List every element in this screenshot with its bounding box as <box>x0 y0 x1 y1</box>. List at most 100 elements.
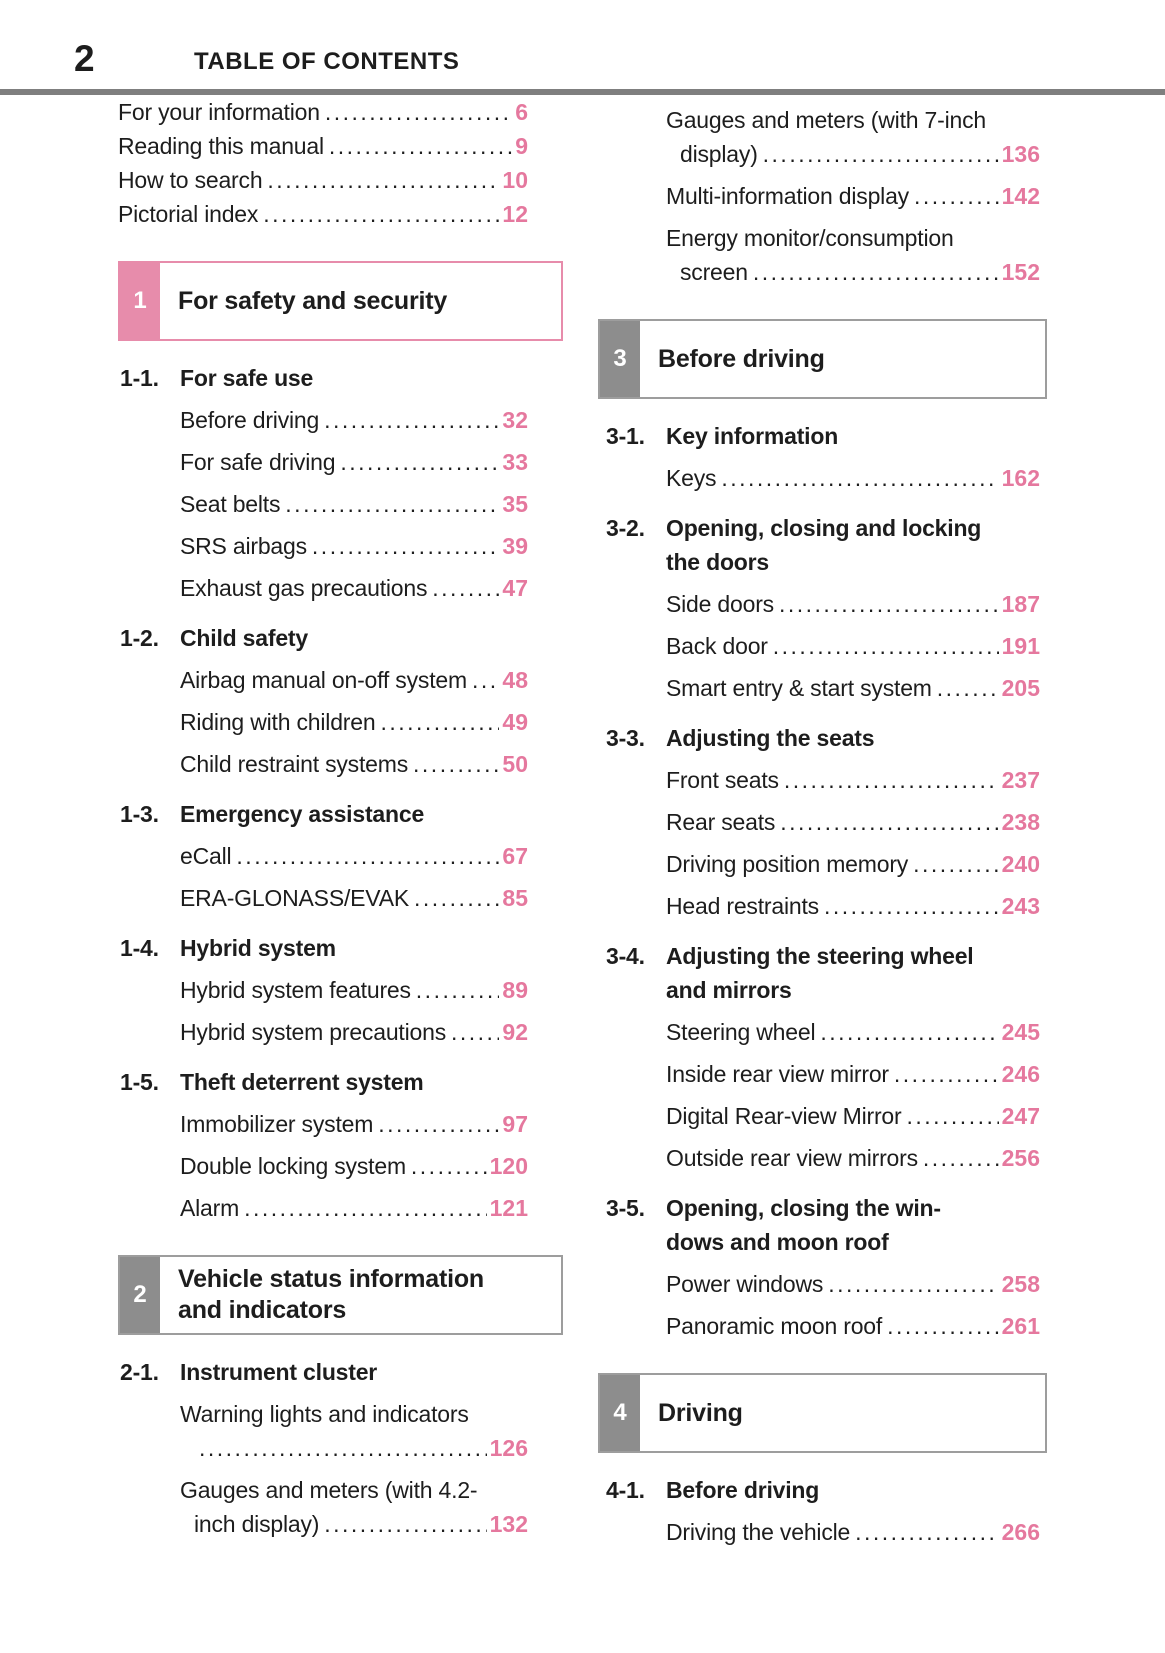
leader-dots <box>378 1107 499 1141</box>
entry-page-number: 92 <box>502 1019 528 1045</box>
chapter-number: 4 <box>600 1375 640 1451</box>
entry-text: Hybrid system precautions <box>180 1019 446 1045</box>
toc-entry: Back door 191 <box>604 629 1040 663</box>
entry-text: Before driving <box>180 407 320 433</box>
entry-text: Multi-information display <box>666 183 909 209</box>
toc-line: Energy monitor/consumption <box>666 221 1040 255</box>
section-heading: 1-4. Hybrid system <box>118 931 528 965</box>
page-title: TABLE OF CONTENTS <box>194 48 460 75</box>
section-title-line: Before driving <box>666 1477 820 1503</box>
entry-text: Child restraint systems <box>180 751 409 777</box>
toc-entry: For safe driving 33 <box>118 445 528 479</box>
toc-line: inch display) 132 <box>180 1507 528 1541</box>
section-title: Child safety <box>180 621 528 655</box>
section-label: 3-5. <box>606 1195 645 1221</box>
toc-line: eCall 67 <box>180 839 528 873</box>
entry-text: Alarm <box>180 1195 240 1221</box>
entry-page-number: 266 <box>1001 1519 1040 1545</box>
chapter-box: 2 Vehicle status information and indicator… <box>118 1255 563 1335</box>
section-label: 1-1. <box>120 365 159 391</box>
entry-page-number: 67 <box>502 843 528 869</box>
chapter-title: Before driving <box>640 321 825 397</box>
toc-line: Driving the vehicle 266 <box>666 1515 1040 1549</box>
toc-entry: Pictorial index 12 <box>118 197 528 231</box>
toc-line: Gauges and meters (with 7-inch <box>666 103 1040 137</box>
section-label: 1-3. <box>120 801 159 827</box>
entry-text: Head restraints <box>666 893 819 919</box>
entry-text: inch display) <box>194 1511 320 1537</box>
section-title-line: dows and moon roof <box>666 1229 889 1255</box>
chapter-title: For safety and security <box>160 263 447 339</box>
chapter-number: 3 <box>600 321 640 397</box>
chapter-number: 1 <box>120 263 160 339</box>
entry-page-number: 256 <box>1001 1145 1040 1171</box>
leader-dots <box>451 1015 499 1049</box>
entry-page-number: 142 <box>1001 183 1040 209</box>
section-heading: 1-3. Emergency assistance <box>118 797 528 831</box>
toc-line: 126 <box>180 1431 528 1465</box>
section-title-line: and mirrors <box>666 977 792 1003</box>
entry-text: Steering wheel <box>666 1019 816 1045</box>
toc-line: Multi-information display 142 <box>666 179 1040 213</box>
entry-text: Exhaust gas precautions <box>180 575 428 601</box>
chapter-title-line: Before driving <box>658 344 825 373</box>
toc-line: For your information 6 <box>118 95 528 129</box>
toc-entry: Multi-information display 142 <box>604 179 1040 213</box>
toc-entry: How to search 10 <box>118 163 528 197</box>
toc-line: Keys 162 <box>666 461 1040 495</box>
entry-text: Keys <box>666 465 717 491</box>
entry-page-number: 261 <box>1001 1313 1040 1339</box>
section-heading: 1-2. Child safety <box>118 621 528 655</box>
leader-dots <box>828 1267 998 1301</box>
entry-page-number: 245 <box>1001 1019 1040 1045</box>
leader-dots <box>380 705 499 739</box>
toc-line: SRS airbags 39 <box>180 529 528 563</box>
toc-entry: Alarm 121 <box>118 1191 528 1225</box>
toc-entry: Airbag manual on-off system 48 <box>118 663 528 697</box>
section-title: Opening, closing the win-dows and moon r… <box>666 1191 1040 1259</box>
entry-page-number: 132 <box>489 1511 528 1537</box>
toc-entry: Driving position memory 240 <box>604 847 1040 881</box>
toc-column-left: For your information 6 Reading this manual… <box>118 95 563 1541</box>
section-label: 3-1. <box>606 423 645 449</box>
section-heading: 2-1. Instrument cluster <box>118 1355 528 1389</box>
toc-entry: Driving the vehicle 266 <box>604 1515 1040 1549</box>
toc-line: screen 152 <box>666 255 1040 289</box>
leader-dots <box>244 1191 487 1225</box>
entry-page-number: 238 <box>1001 809 1040 835</box>
toc-line: Rear seats 238 <box>666 805 1040 839</box>
entry-text: Smart entry & start system <box>666 675 932 701</box>
section-title-line: Instrument cluster <box>180 1359 378 1385</box>
section-heading: 1-5. Theft deterrent system <box>118 1065 528 1099</box>
chapter-box: 1 For safety and security <box>118 261 563 341</box>
leader-dots <box>763 137 999 171</box>
leader-dots <box>263 197 499 231</box>
toc-line: Gauges and meters (with 4.2- <box>180 1473 528 1507</box>
leader-dots <box>413 747 499 781</box>
entry-text: Gauges and meters (with 4.2- <box>180 1477 478 1503</box>
leader-dots <box>411 1149 487 1183</box>
entry-text: For your information <box>118 99 320 125</box>
section-title-line: Key information <box>666 423 839 449</box>
toc-entry: Energy monitor/consumption screen 152 <box>604 221 1040 289</box>
toc-entry: SRS airbags 39 <box>118 529 528 563</box>
entry-page-number: 89 <box>502 977 528 1003</box>
toc-entry: Immobilizer system 97 <box>118 1107 528 1141</box>
toc-line: Driving position memory 240 <box>666 847 1040 881</box>
toc-line: Immobilizer system 97 <box>180 1107 528 1141</box>
toc-entry: Outside rear view mirrors 256 <box>604 1141 1040 1175</box>
toc-line: Warning lights and indicators <box>180 1397 528 1431</box>
toc-entry: Rear seats 238 <box>604 805 1040 839</box>
entry-page-number: 205 <box>1001 675 1040 701</box>
leader-dots <box>753 255 999 289</box>
leader-dots <box>324 403 499 437</box>
entry-text: Side doors <box>666 591 774 617</box>
entry-page-number: 9 <box>515 133 528 159</box>
toc-entry: Keys 162 <box>604 461 1040 495</box>
toc-entry: Double locking system 120 <box>118 1149 528 1183</box>
toc-entry: Exhaust gas precautions 47 <box>118 571 528 605</box>
entry-text: Immobilizer system <box>180 1111 374 1137</box>
entry-page-number: 35 <box>502 491 528 517</box>
entry-text: eCall <box>180 843 232 869</box>
